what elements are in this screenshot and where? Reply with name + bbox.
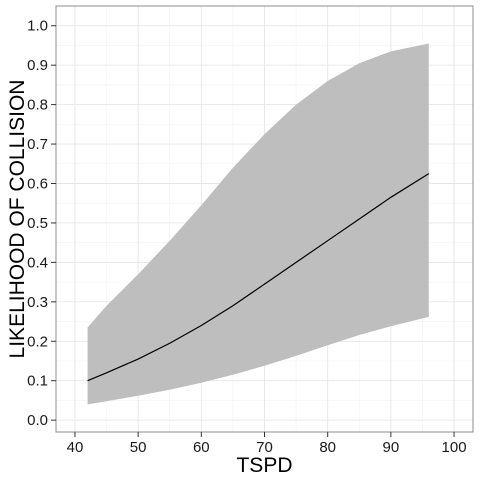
- y-tick-label: 0.5: [27, 215, 48, 232]
- y-tick-label: 0.2: [27, 333, 48, 350]
- y-tick-label: 0.3: [27, 294, 48, 311]
- y-tick-label: 0.6: [27, 176, 48, 193]
- y-tick-label: 1.0: [27, 18, 48, 35]
- x-tick-label: 70: [256, 439, 273, 456]
- y-tick-label: 0.9: [27, 57, 48, 74]
- x-tick-label: 50: [130, 439, 147, 456]
- y-axis-title: LIKELIHOOD OF COLLISION: [6, 80, 29, 359]
- y-tick-label: 0.4: [27, 254, 48, 271]
- x-axis-title: TSPD: [236, 454, 292, 477]
- x-tick-label: 60: [193, 439, 210, 456]
- x-tick-label: 40: [67, 439, 84, 456]
- y-tick-label: 0.1: [27, 373, 48, 390]
- confidence-ribbon: [87, 43, 429, 405]
- y-tick-label: 0.8: [27, 97, 48, 114]
- x-tick-label: 100: [442, 439, 467, 456]
- series-line: [87, 173, 430, 382]
- y-tick-label: 0.7: [27, 136, 48, 153]
- y-axis-ticks: 0.0 0.1 0.2 0.3 0.4 0.5 0.6 0.7 0.8 0.9 1.0: [27, 18, 56, 429]
- fit-line: [87, 173, 430, 382]
- x-axis-ticks: 40 50 60 70 80 90 100: [67, 432, 467, 456]
- x-tick-label: 90: [383, 439, 400, 456]
- y-tick-label: 0.0: [27, 412, 48, 429]
- x-tick-label: 80: [319, 439, 336, 456]
- confidence-band: [87, 43, 429, 405]
